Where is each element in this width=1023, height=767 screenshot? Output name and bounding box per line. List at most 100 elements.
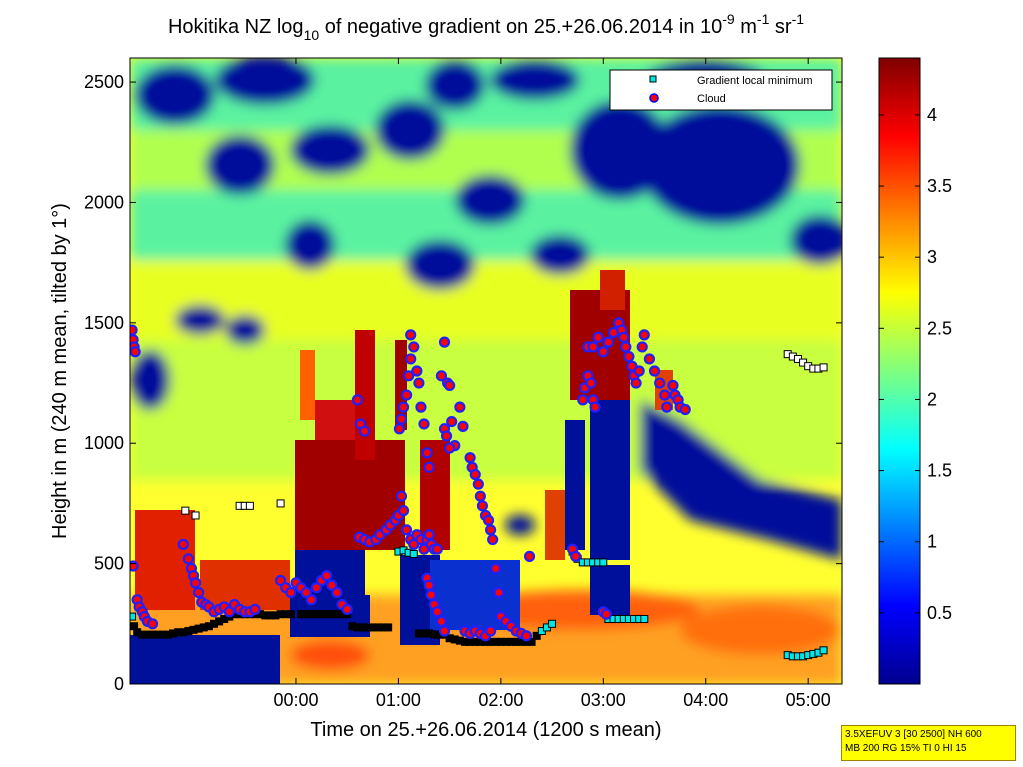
legend-box [609, 69, 833, 111]
gradient-minimum-marker [819, 363, 828, 372]
legend-label-gradient-minimum: Gradient local minimum [697, 75, 813, 87]
cloud-marker [326, 579, 338, 591]
legend-square-marker-icon [649, 75, 657, 83]
heatmap-region [600, 270, 625, 310]
cloud-marker [130, 346, 141, 358]
cloud-marker [654, 377, 666, 389]
cloud-marker [493, 586, 505, 599]
plot-frame [129, 57, 843, 685]
cloud-marker [321, 570, 333, 582]
heatmap-blob [640, 105, 800, 225]
gradient-minimum-marker [286, 610, 295, 619]
cloud-marker [661, 401, 673, 413]
cloud-marker [401, 524, 413, 536]
heatmap-blob [130, 350, 170, 410]
cloud-marker [177, 538, 189, 550]
cloud-marker [421, 447, 433, 459]
cloud-marker [636, 341, 648, 353]
cloud-marker [130, 324, 138, 336]
x-tick-label: 05:00 [786, 690, 831, 710]
gradient-minimum-marker [548, 619, 557, 628]
cloud-marker [633, 365, 645, 377]
cloud-marker [403, 370, 415, 382]
colorbar-gradient [878, 57, 921, 685]
legend-circle-marker-icon [649, 93, 659, 103]
chart-title: Hokitika NZ log10 of negative gradient o… [168, 11, 804, 43]
cloud-marker [457, 420, 469, 432]
x-tick-label: 01:00 [376, 690, 421, 710]
cloud-marker [189, 577, 202, 589]
gradient-minimum-marker [276, 499, 285, 508]
cloud-marker [310, 582, 323, 594]
heatmap-blob [135, 65, 215, 125]
cloud-marker [630, 377, 642, 389]
cloud-marker [474, 490, 486, 502]
heatmap-blob [455, 175, 525, 225]
gradient-minimum-marker [819, 646, 828, 655]
gradient-minimum-marker [245, 501, 254, 510]
cloud-marker [592, 331, 604, 343]
gradient-minimum-marker [599, 558, 608, 567]
cloud-marker [223, 606, 235, 618]
heatmap-region [315, 400, 355, 440]
cloud-marker [523, 550, 536, 562]
y-tick-label: 1000 [84, 433, 124, 453]
cloud-marker [341, 603, 353, 615]
cloud-marker [418, 418, 430, 430]
cloud-marker [274, 574, 287, 587]
heatmap-blob [205, 135, 275, 195]
heatmap-region [590, 390, 630, 560]
x-tick-label: 00:00 [273, 690, 318, 710]
cloud-marker [331, 586, 343, 599]
cloud-marker [638, 329, 650, 341]
heatmap-blob [215, 58, 315, 105]
x-tick-label: 02:00 [478, 690, 523, 710]
cloud-marker [648, 365, 661, 377]
info-box: 3.5XEFUV 3 [30 2500] NH 600 MB 200 RG 15… [841, 725, 1016, 761]
y-tick-label: 1500 [84, 313, 124, 333]
cloud-marker [431, 606, 443, 618]
cloud-marker [305, 594, 317, 606]
cloud-marker [602, 336, 615, 348]
cloud-marker [408, 341, 420, 353]
x-tick-label: 03:00 [581, 690, 626, 710]
cloud-marker [415, 401, 427, 413]
heatmap-blob [505, 515, 535, 535]
cloud-marker [490, 562, 502, 575]
cloud-marker [423, 529, 435, 541]
cloud-marker [597, 346, 609, 358]
cloud-marker [146, 618, 159, 630]
cloud-marker [482, 514, 495, 526]
gradient-minimum-marker [191, 511, 200, 520]
cloud-marker [411, 365, 423, 377]
cloud-marker [431, 543, 443, 555]
heatmap-region [200, 560, 290, 610]
y-tick-label: 2500 [84, 72, 124, 92]
heatmap-field [130, 58, 842, 684]
cloud-marker [182, 553, 194, 565]
cloud-marker [300, 586, 312, 599]
heatmap-blob [640, 400, 842, 560]
x-axis: 00:00 01:00 02:00 03:00 04:00 05:00 [273, 58, 831, 710]
cloud-marker [600, 608, 612, 620]
x-axis-title: Time on 25.+26.06.2014 (1200 s mean) [310, 719, 661, 741]
cloud-marker [472, 478, 484, 490]
cloud-marker [397, 401, 410, 413]
colorbar-tick-label: 1 [927, 532, 937, 552]
cloud-marker [469, 468, 481, 481]
gradient-minimum-marker [181, 506, 190, 515]
gradient-minimum-marker [532, 631, 541, 640]
cloud-marker [249, 603, 261, 615]
legend: Gradient local minimum Cloud [609, 69, 833, 111]
y-axis: 0 500 1000 1500 2000 2500 [84, 72, 842, 694]
cloud-marker [520, 630, 533, 642]
gradient-minimum-marker [527, 637, 536, 646]
cloud-marker [643, 353, 656, 365]
cloud-marker [423, 461, 435, 473]
y-tick-label: 500 [94, 554, 124, 574]
x-tick-label: 04:00 [683, 690, 728, 710]
cloud-marker [395, 413, 408, 425]
cloud-marker [623, 350, 635, 363]
cloud-marker [618, 331, 630, 343]
